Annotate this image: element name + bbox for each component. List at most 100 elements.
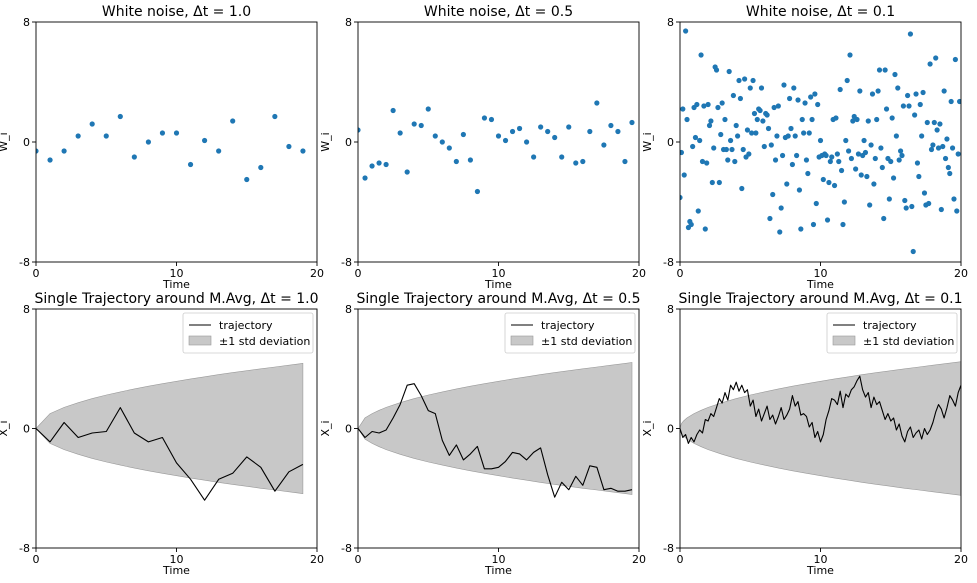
data-point: [36, 148, 39, 154]
data-point: [722, 116, 728, 123]
data-point: [727, 137, 734, 144]
data-point: [216, 148, 222, 154]
data-point: [747, 85, 753, 91]
data-point: [739, 185, 745, 192]
data-point: [733, 122, 739, 129]
data-point: [749, 130, 755, 136]
data-point: [737, 95, 744, 102]
data-point: [855, 151, 862, 157]
data-point: [772, 157, 779, 163]
data-point: [913, 91, 919, 97]
data-point: [622, 158, 628, 165]
data-point: [781, 82, 787, 88]
y-tick-label: -8: [663, 542, 674, 555]
data-point: [740, 146, 746, 153]
data-point: [926, 200, 932, 207]
data-point: [460, 131, 466, 138]
data-point: [794, 152, 800, 159]
data-point: [711, 145, 717, 151]
data-point: [902, 197, 908, 204]
data-point: [725, 157, 731, 163]
data-point: [815, 101, 821, 108]
data-point: [688, 221, 694, 228]
data-point: [886, 196, 892, 202]
data-point: [883, 106, 890, 112]
data-point: [736, 77, 742, 84]
plot-area: [680, 361, 961, 496]
data-point: [850, 118, 856, 124]
data-point: [698, 52, 704, 58]
data-point: [244, 176, 250, 183]
data-point: [488, 116, 495, 123]
data-point: [117, 113, 123, 120]
data-point: [775, 103, 781, 109]
legend-band-swatch: [832, 335, 856, 346]
x-tick-label: 0: [355, 267, 362, 280]
data-point: [861, 137, 867, 144]
data-point: [573, 160, 579, 166]
subplot-title: White noise, Δt = 0.5: [424, 4, 573, 20]
data-point: [594, 100, 600, 106]
data-point: [746, 151, 752, 157]
trajectory-line: [358, 383, 633, 498]
data-point: [909, 203, 915, 210]
data-point: [928, 146, 935, 153]
data-point: [802, 100, 808, 106]
data-point: [840, 221, 846, 228]
data-point: [411, 121, 417, 127]
y-axis-label: W_i: [319, 132, 332, 151]
data-point: [937, 121, 943, 127]
data-point: [446, 145, 452, 151]
x-axis-label: Time: [484, 564, 512, 577]
data-point: [777, 229, 783, 235]
data-point: [300, 148, 306, 154]
data-point: [754, 116, 760, 123]
data-point: [481, 115, 488, 121]
legend: trajectory ±1 std deviation: [182, 312, 314, 354]
data-point: [941, 88, 947, 94]
data-point: [952, 56, 958, 63]
x-tick-label: 20: [954, 553, 968, 566]
data-point: [404, 169, 410, 175]
data-point: [369, 163, 375, 169]
legend-label-std: ±1 std deviation: [863, 335, 954, 348]
data-point: [843, 137, 849, 144]
y-tick-label: 8: [23, 16, 30, 29]
data-point: [837, 86, 843, 93]
data-point: [878, 145, 884, 151]
y-axis-label: W_i: [641, 132, 654, 151]
data-point: [892, 71, 898, 78]
x-tick-label: 10: [492, 553, 506, 566]
data-point: [187, 161, 194, 168]
data-point: [286, 143, 292, 150]
data-point: [948, 98, 954, 105]
data-point: [729, 146, 735, 153]
data-point: [879, 164, 885, 171]
legend-label-trajectory: trajectory: [219, 319, 273, 332]
subplot-title: Single Trajectory around M.Avg, Δt = 1.0: [34, 291, 318, 307]
data-point: [103, 133, 109, 139]
y-tick-label: 8: [667, 16, 674, 29]
data-point: [383, 161, 389, 168]
data-point: [145, 139, 151, 145]
data-point: [889, 115, 895, 121]
data-point: [917, 101, 923, 108]
std-deviation-band: [680, 361, 961, 496]
data-point: [798, 226, 804, 232]
y-tick-label: -8: [341, 256, 352, 269]
data-point: [202, 137, 208, 144]
x-tick-label: 0: [33, 553, 40, 566]
std-deviation-band: [36, 363, 304, 494]
y-tick-label: -8: [341, 542, 352, 555]
data-point: [552, 134, 558, 141]
data-point: [784, 181, 790, 187]
x-tick-label: 20: [954, 267, 968, 280]
x-axis-label: Time: [162, 564, 190, 577]
data-point: [931, 119, 937, 126]
legend: trajectory ±1 std deviation: [826, 312, 958, 354]
data-point: [899, 152, 905, 159]
data-point: [868, 142, 874, 148]
data-point: [869, 91, 876, 97]
data-point: [716, 179, 722, 186]
